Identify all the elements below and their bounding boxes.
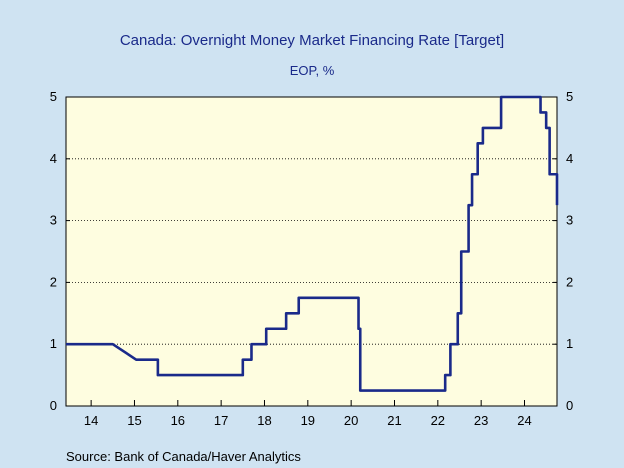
series-layer [66,95,559,392]
y-tick-label-right: 5 [566,89,573,104]
y-tick-label-left: 0 [50,398,57,413]
series-line [66,95,559,392]
y-tick-label-right: 4 [566,151,573,166]
chart-title: Canada: Overnight Money Market Financing… [120,32,504,49]
source-note: Source: Bank of Canada/Haver Analytics [66,449,301,464]
x-tick-label: 16 [171,413,185,428]
x-tick-label: 24 [517,413,531,428]
x-tick-label: 15 [127,413,141,428]
x-tick-label: 21 [387,413,401,428]
x-tick-label: 18 [257,413,271,428]
y-tick-label-left: 5 [50,89,57,104]
x-tick-label: 22 [431,413,445,428]
x-tick-label: 20 [344,413,358,428]
y-tick-label-right: 0 [566,398,573,413]
x-tick-label: 14 [84,413,98,428]
grid-lines [66,158,557,345]
y-tick-label-left: 4 [50,151,57,166]
y-tick-label-right: 1 [566,336,573,351]
y-tick-label-right: 2 [566,274,573,289]
x-tick-label: 17 [214,413,228,428]
axes: 0 01 12 23 34 45 514 15 16 17 18 19 20 21 22 23 24 [50,89,573,428]
plot-area [65,96,558,407]
y-tick-label-right: 3 [566,213,573,228]
y-tick-label-left: 2 [50,274,57,289]
y-tick-label-left: 3 [50,213,57,228]
x-tick-label: 23 [474,413,488,428]
x-tick-label: 19 [301,413,315,428]
chart-subtitle: EOP, % [290,63,335,78]
y-tick-label-left: 1 [50,336,57,351]
